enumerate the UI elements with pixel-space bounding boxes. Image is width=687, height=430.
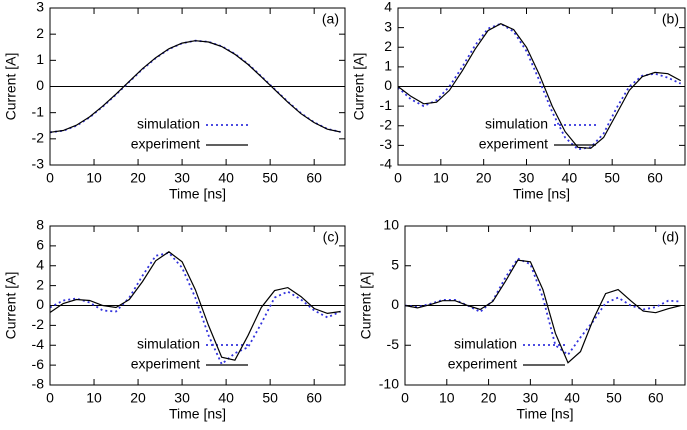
y-tick-label: -10 bbox=[379, 376, 399, 392]
y-tick-label: 2 bbox=[36, 276, 44, 292]
series-line bbox=[49, 251, 341, 366]
legend-label: simulation bbox=[137, 116, 200, 132]
y-tick-label: 0 bbox=[391, 296, 399, 312]
x-tick-label: 60 bbox=[647, 170, 663, 186]
series-line bbox=[397, 23, 681, 149]
y-tick-label: 4 bbox=[384, 0, 392, 15]
x-tick-label: 60 bbox=[306, 390, 322, 406]
panel: -8 -6 -4 -2 0 2 4 6 8 0 10 20 30 40 50 60 simulation expe… bbox=[3, 217, 346, 422]
x-tick-label: 40 bbox=[564, 390, 580, 406]
x-tick-label: 10 bbox=[439, 390, 455, 406]
x-axis-label: Time [ns] bbox=[169, 406, 226, 422]
x-tick-label: 10 bbox=[86, 170, 102, 186]
x-tick-label: 40 bbox=[218, 170, 234, 186]
x-tick-label: 60 bbox=[648, 390, 664, 406]
y-tick-label: -2 bbox=[32, 130, 45, 146]
y-tick-label: 0 bbox=[384, 77, 392, 93]
y-tick-label: 6 bbox=[36, 237, 44, 253]
y-tick-label: -3 bbox=[380, 136, 393, 152]
legend-label: simulation bbox=[454, 336, 517, 352]
series-line bbox=[404, 257, 681, 357]
y-tick-label: 3 bbox=[36, 0, 44, 15]
y-tick-label: -3 bbox=[32, 156, 45, 172]
y-tick-label: 5 bbox=[391, 256, 399, 272]
legend-label: simulation bbox=[137, 336, 200, 352]
y-tick-label: 2 bbox=[384, 38, 392, 54]
panel-label: (a) bbox=[322, 11, 339, 27]
y-tick-label: 3 bbox=[384, 18, 392, 34]
x-tick-label: 10 bbox=[86, 390, 102, 406]
x-tick-label: 20 bbox=[476, 170, 492, 186]
y-tick-label: 10 bbox=[383, 217, 399, 233]
plot-frame bbox=[49, 7, 346, 166]
x-tick-label: 60 bbox=[306, 170, 322, 186]
x-tick-label: 50 bbox=[262, 390, 278, 406]
x-tick-label: 0 bbox=[46, 390, 54, 406]
x-tick-label: 50 bbox=[606, 390, 622, 406]
y-tick-label: 1 bbox=[384, 58, 392, 74]
y-tick-label: -2 bbox=[32, 316, 45, 332]
y-tick-label: -1 bbox=[380, 97, 393, 113]
x-tick-label: 20 bbox=[130, 170, 146, 186]
y-axis-label: Current [A] bbox=[3, 53, 19, 121]
series-line bbox=[49, 251, 341, 361]
panel-label: (b) bbox=[662, 11, 679, 27]
panel-label: (c) bbox=[323, 229, 339, 245]
x-tick-label: 50 bbox=[604, 170, 620, 186]
x-tick-label: 0 bbox=[401, 390, 409, 406]
y-tick-label: 1 bbox=[36, 51, 44, 67]
y-tick-label: 0 bbox=[36, 77, 44, 93]
y-tick-label: 4 bbox=[36, 256, 44, 272]
x-axis-label: Time [ns] bbox=[516, 406, 573, 422]
x-axis-label: Time [ns] bbox=[169, 186, 226, 202]
y-tick-label: -4 bbox=[32, 336, 45, 352]
x-tick-label: 20 bbox=[481, 390, 497, 406]
x-tick-label: 30 bbox=[174, 170, 190, 186]
plot-frame bbox=[49, 225, 346, 386]
panel: -10 -5 0 5 10 0 10 20 30 40 50 60 simulation experime… bbox=[358, 217, 686, 422]
x-tick-label: 30 bbox=[174, 390, 190, 406]
x-tick-label: 10 bbox=[433, 170, 449, 186]
x-tick-label: 30 bbox=[519, 170, 535, 186]
y-axis-label: Current [A] bbox=[351, 53, 367, 121]
x-axis-label: Time [ns] bbox=[513, 186, 570, 202]
x-tick-label: 0 bbox=[394, 170, 402, 186]
y-tick-label: -6 bbox=[32, 356, 45, 372]
legend-label: simulation bbox=[485, 116, 548, 132]
x-tick-label: 20 bbox=[130, 390, 146, 406]
y-tick-label: -2 bbox=[380, 116, 393, 132]
x-tick-label: 40 bbox=[218, 390, 234, 406]
y-tick-label: 0 bbox=[36, 296, 44, 312]
legend-label: experiment bbox=[448, 356, 517, 372]
y-tick-label: -4 bbox=[380, 156, 393, 172]
legend-label: experiment bbox=[131, 136, 200, 152]
series-line bbox=[404, 259, 681, 364]
legend-label: experiment bbox=[131, 356, 200, 372]
plot-frame bbox=[397, 7, 686, 166]
series-line bbox=[49, 40, 341, 133]
y-tick-label: -1 bbox=[32, 103, 45, 119]
x-tick-label: 50 bbox=[262, 170, 278, 186]
y-axis-label: Current [A] bbox=[3, 272, 19, 340]
plot-frame bbox=[404, 225, 686, 386]
x-tick-label: 0 bbox=[46, 170, 54, 186]
y-tick-label: 8 bbox=[36, 217, 44, 233]
panel-label: (d) bbox=[662, 229, 679, 245]
x-tick-label: 30 bbox=[523, 390, 539, 406]
y-tick-label: 2 bbox=[36, 25, 44, 41]
legend-label: experiment bbox=[479, 136, 548, 152]
y-tick-label: -8 bbox=[32, 376, 45, 392]
x-tick-label: 40 bbox=[562, 170, 578, 186]
y-tick-label: -5 bbox=[387, 336, 400, 352]
y-axis-label: Current [A] bbox=[358, 272, 374, 340]
